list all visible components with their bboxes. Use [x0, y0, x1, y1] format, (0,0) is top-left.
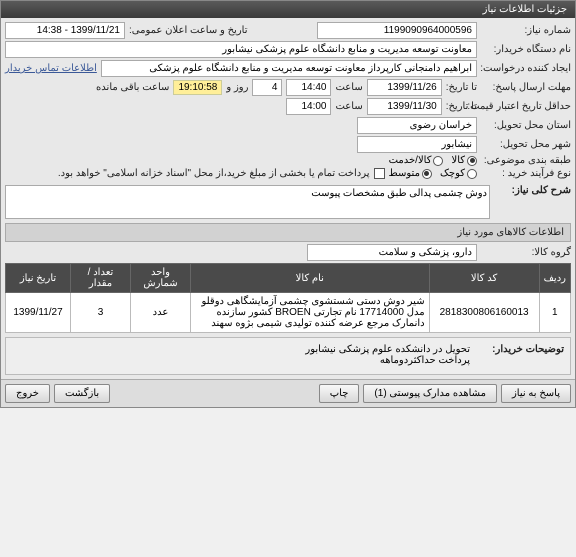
buyer-org-label: نام دستگاه خریدار: [481, 44, 571, 55]
province-value: خراسان رضوی [357, 117, 477, 134]
deadline-to-label: تا تاریخ: [446, 82, 477, 93]
cell-qty: 3 [71, 293, 131, 333]
table-row: 12818300806160013شیر دوش دستی شستشوی چشم… [6, 293, 571, 333]
radio-small[interactable]: کوچک [440, 168, 477, 179]
need-no-value: 1199090964000596 [317, 22, 477, 39]
cell-row: 1 [539, 293, 570, 333]
radio-medium-icon [422, 169, 432, 179]
deadline-label: مهلت ارسال پاسخ: [481, 82, 571, 93]
province-label: استان محل تحویل: [481, 120, 571, 131]
cell-unit: عدد [131, 293, 191, 333]
radio-medium-label: متوسط [389, 168, 420, 179]
reply-button[interactable]: پاسخ به نیاز [501, 384, 571, 403]
th-name: نام کالا [191, 264, 430, 293]
need-no-label: شماره نیاز: [481, 25, 571, 36]
th-qty: تعداد / مقدار [71, 264, 131, 293]
city-value: نیشابور [357, 136, 477, 153]
desc-label: شرح کلی نیاز: [494, 185, 571, 196]
treasury-checkbox[interactable] [374, 168, 385, 179]
items-section-title: اطلاعات کالاهای مورد نیاز [5, 223, 571, 242]
cell-name: شیر دوش دستی شستشوی چشمی آزمایشگاهی دوقل… [191, 293, 430, 333]
attachments-button[interactable]: مشاهده مدارک پیوستی (1) [363, 384, 497, 403]
cell-date: 1399/11/27 [6, 293, 71, 333]
print-button[interactable]: چاپ [319, 384, 360, 403]
remain-days-label: روز و [226, 82, 248, 93]
th-row: ردیف [539, 264, 570, 293]
category-radios: کالا کالا/خدمت [389, 155, 477, 166]
th-code: کد کالا [429, 264, 539, 293]
creator-value: ابراهیم دامنجانی کارپرداز معاونت توسعه م… [101, 60, 477, 77]
items-table: ردیف کد کالا نام کالا واحد شمارش تعداد /… [5, 263, 571, 333]
remain-time: 19:10:58 [173, 80, 222, 95]
buyer-org-value: معاونت توسعه مدیریت و منابع دانشگاه علوم… [5, 41, 477, 58]
valid-to-label: تا تاریخ: [446, 101, 477, 112]
th-date: تاریخ نیاز [6, 264, 71, 293]
th-unit: واحد شمارش [131, 264, 191, 293]
city-label: شهر محل تحویل: [481, 139, 571, 150]
radio-small-icon [467, 169, 477, 179]
valid-date: 1399/11/30 [367, 98, 442, 115]
remain-suffix: ساعت باقی مانده [96, 82, 169, 93]
deadline-date: 1399/11/26 [367, 79, 442, 96]
remain-days: 4 [252, 79, 282, 96]
contact-link[interactable]: اطلاعات تماس خریدار [5, 63, 97, 74]
announce-label: تاریخ و ساعت اعلان عمومی: [129, 25, 248, 36]
creator-label: ایجاد کننده درخواست: [481, 63, 571, 74]
valid-time-label: ساعت [335, 101, 362, 112]
exit-button[interactable]: خروج [5, 384, 50, 403]
buyer-notes-label: توضیحات خریدار: [474, 344, 564, 355]
panel-title: جزئیات اطلاعات نیاز [1, 1, 575, 18]
buyer-notes-text: تحویل در دانشکده علوم پزشکی نیشابور پردا… [305, 344, 470, 366]
group-label: گروه کالا: [481, 247, 571, 258]
radio-service-label: کالا/خدمت [389, 155, 432, 166]
buyer-notes-box: توضیحات خریدار: تحویل در دانشکده علوم پز… [5, 337, 571, 375]
announce-value: 1399/11/21 - 14:38 [5, 22, 125, 39]
valid-time: 14:00 [286, 98, 331, 115]
radio-goods[interactable]: کالا [451, 155, 477, 166]
radio-small-label: کوچک [440, 168, 465, 179]
back-button[interactable]: بازگشت [54, 384, 110, 403]
radio-goods-label: کالا [451, 155, 465, 166]
deadline-time-label: ساعت [335, 82, 362, 93]
process-label: نوع فرآیند خرید : [481, 168, 571, 179]
group-value: دارو، پزشکی و سلامت [307, 244, 477, 261]
process-radios: کوچک متوسط [389, 168, 477, 179]
deadline-time: 14:40 [286, 79, 331, 96]
cell-code: 2818300806160013 [429, 293, 539, 333]
desc-textarea[interactable] [5, 185, 490, 219]
radio-goods-icon [467, 156, 477, 166]
valid-label: حداقل تاریخ اعتبار قیمت: [481, 101, 571, 112]
radio-service[interactable]: کالا/خدمت [389, 155, 444, 166]
button-bar: پاسخ به نیاز مشاهده مدارک پیوستی (1) چاپ… [1, 379, 575, 407]
radio-medium[interactable]: متوسط [389, 168, 432, 179]
payment-note: پرداخت تمام یا بخشی از مبلغ خرید،از محل … [58, 168, 370, 179]
details-panel: جزئیات اطلاعات نیاز شماره نیاز: 11990909… [0, 0, 576, 408]
radio-service-icon [433, 156, 443, 166]
category-label: طبقه بندی موضوعی: [481, 155, 571, 166]
